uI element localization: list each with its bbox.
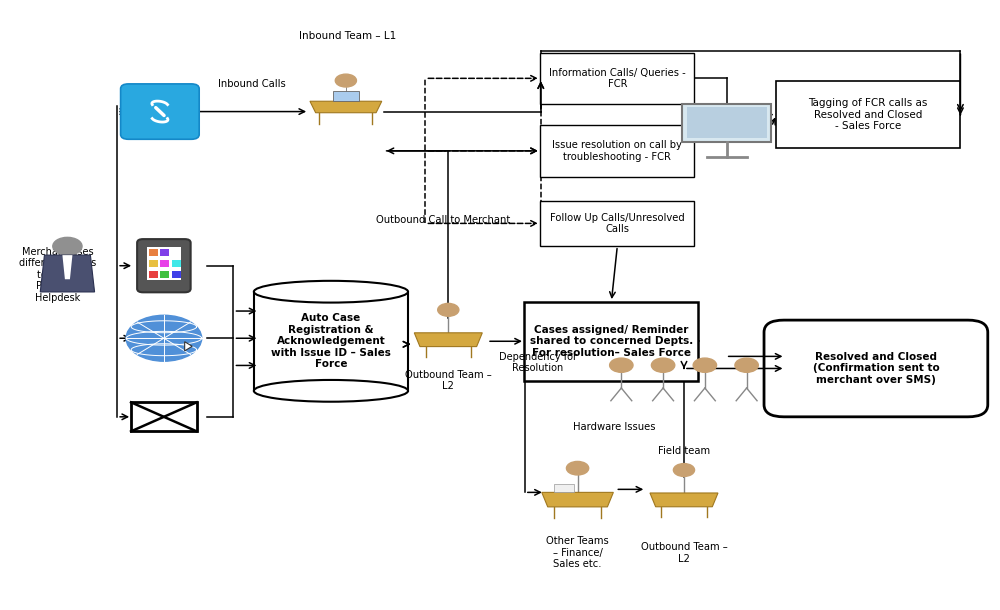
Ellipse shape xyxy=(254,380,408,402)
Bar xyxy=(524,302,698,381)
Text: Cases assigned/ Reminder
shared to concerned Depts.
For resolution– Sales Force: Cases assigned/ Reminder shared to conce… xyxy=(530,325,693,358)
Text: Outbound Team –
L2: Outbound Team – L2 xyxy=(405,370,492,392)
Text: Information Calls/ Queries -
FCR: Information Calls/ Queries - FCR xyxy=(549,68,686,89)
Circle shape xyxy=(126,315,202,361)
FancyBboxPatch shape xyxy=(764,320,988,417)
Circle shape xyxy=(53,237,82,255)
FancyBboxPatch shape xyxy=(121,84,199,139)
Bar xyxy=(147,247,181,281)
Text: Dependency for
Resolution: Dependency for Resolution xyxy=(499,351,577,373)
Bar xyxy=(333,91,359,101)
Circle shape xyxy=(610,358,633,372)
Text: Resolved and Closed
(Confirmation sent to
merchant over SMS): Resolved and Closed (Confirmation sent t… xyxy=(813,352,939,385)
Bar xyxy=(682,104,771,142)
Polygon shape xyxy=(414,333,482,346)
Text: Field team: Field team xyxy=(658,447,710,456)
Text: Outbound Call to Merchant: Outbound Call to Merchant xyxy=(376,215,510,225)
Circle shape xyxy=(566,461,589,475)
Circle shape xyxy=(651,358,675,372)
Bar xyxy=(149,248,158,256)
Polygon shape xyxy=(310,101,382,113)
Polygon shape xyxy=(650,493,718,507)
Bar xyxy=(540,201,694,246)
Text: Inbound Calls: Inbound Calls xyxy=(218,79,285,90)
Text: Auto Case
Registration &
Acknowledgement
with Issue ID – Sales
Force: Auto Case Registration & Acknowledgement… xyxy=(271,313,391,370)
Bar xyxy=(776,81,960,148)
Bar xyxy=(149,260,158,267)
Polygon shape xyxy=(185,342,192,351)
Bar xyxy=(131,403,197,431)
Polygon shape xyxy=(40,255,95,292)
Bar xyxy=(687,107,767,138)
Text: Inbound Team – L1: Inbound Team – L1 xyxy=(299,31,396,41)
FancyBboxPatch shape xyxy=(137,239,191,292)
Polygon shape xyxy=(62,255,72,279)
Bar xyxy=(160,260,169,267)
Bar xyxy=(160,248,169,256)
Text: Merchant uses
different modes
to reach
PineLabs
Helpdesk: Merchant uses different modes to reach P… xyxy=(19,246,96,303)
Circle shape xyxy=(693,358,717,372)
Bar xyxy=(540,52,694,104)
Text: Issue resolution on call by
troubleshooting - FCR: Issue resolution on call by troubleshoot… xyxy=(552,140,682,162)
Circle shape xyxy=(438,303,459,316)
Bar xyxy=(172,271,181,278)
Bar xyxy=(540,125,694,176)
Text: Follow Up Calls/Unresolved
Calls: Follow Up Calls/Unresolved Calls xyxy=(550,213,685,234)
Bar xyxy=(149,271,158,278)
Circle shape xyxy=(735,358,758,372)
Bar xyxy=(160,271,169,278)
Text: Hardware Issues: Hardware Issues xyxy=(573,422,656,432)
Ellipse shape xyxy=(254,281,408,303)
Bar xyxy=(554,484,574,492)
Text: Other Teams
– Finance/
Sales etc.: Other Teams – Finance/ Sales etc. xyxy=(546,536,609,569)
Text: Tagging of FCR calls as
Resolved and Closed
- Sales Force: Tagging of FCR calls as Resolved and Clo… xyxy=(808,98,928,131)
Circle shape xyxy=(673,464,695,476)
Circle shape xyxy=(335,74,356,87)
Polygon shape xyxy=(542,492,613,507)
Bar xyxy=(172,260,181,267)
Text: Outbound Team –
L2: Outbound Team – L2 xyxy=(641,542,727,564)
Bar xyxy=(254,292,408,391)
